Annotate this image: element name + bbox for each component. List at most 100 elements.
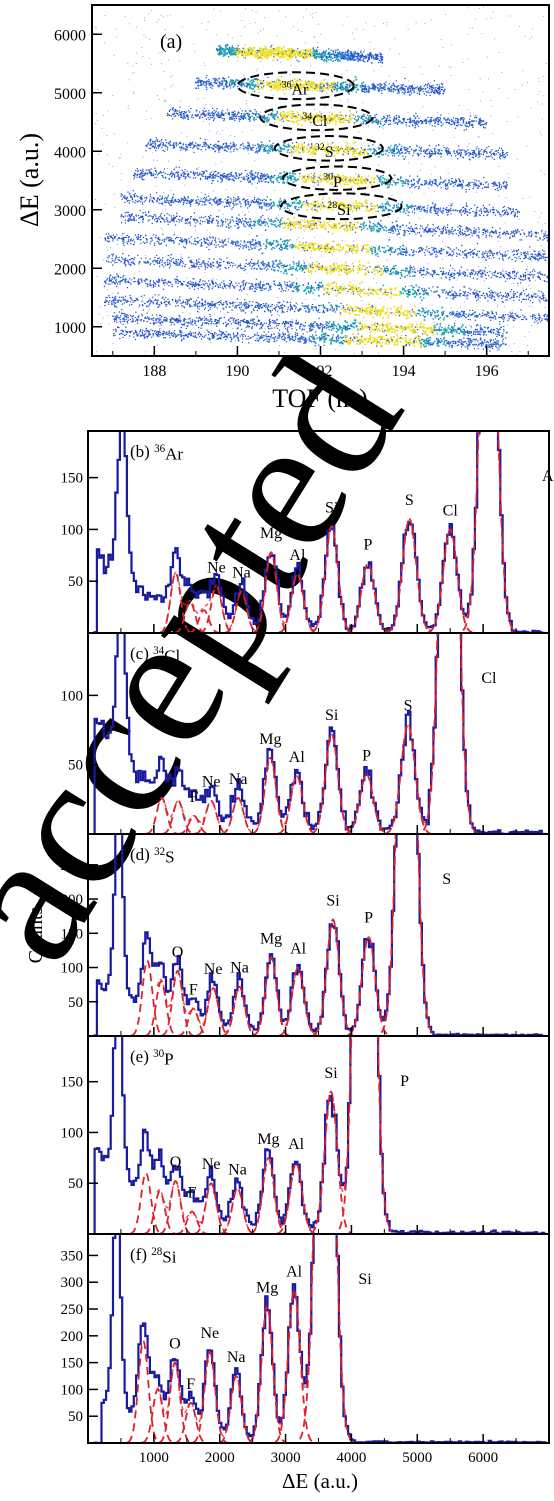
scatter-point: [352, 293, 355, 295]
scatter-point: [119, 281, 121, 283]
scatter-point: [414, 326, 417, 328]
scatter-point: [391, 328, 394, 330]
scatter-point: [149, 302, 152, 304]
scatter-point: [116, 306, 118, 308]
scatter-point: [257, 320, 260, 322]
scatter-point: [335, 309, 338, 311]
scatter-point: [397, 253, 399, 256]
scatter-point: [194, 336, 197, 338]
scatter-point: [331, 282, 334, 285]
scatter-point: [315, 308, 317, 310]
scatter-point: [256, 241, 258, 243]
scatter-point: [415, 293, 418, 296]
scatter-point: [383, 338, 386, 341]
scatter-point: [352, 269, 355, 272]
scatter-point: [207, 261, 209, 263]
scatter-point: [307, 285, 309, 288]
scatter-point: [533, 293, 535, 295]
scatter-point: [108, 301, 110, 304]
scatter-point: [104, 304, 106, 307]
scatter-point: [276, 311, 278, 313]
scatter-point: [514, 274, 516, 277]
scatter-point: [322, 327, 324, 329]
scatter-point: [180, 302, 182, 305]
scatter-point: [229, 285, 231, 287]
scatter-point: [253, 318, 255, 320]
scatter-point: [225, 331, 227, 333]
scatter-point: [224, 334, 227, 336]
scatter-point: [468, 338, 470, 340]
scatter-point: [497, 349, 499, 351]
scatter-point: [119, 316, 121, 319]
scatter-point: [367, 261, 370, 264]
scatter-point: [252, 308, 255, 310]
scatter-point: [161, 321, 163, 323]
scatter-point: [148, 305, 150, 307]
scatter-point: [186, 300, 189, 303]
scatter-point: [434, 247, 437, 250]
scatter-point: [427, 343, 430, 346]
scatter-point: [503, 315, 505, 317]
scatter-point: [496, 335, 498, 338]
scatter-point: [396, 326, 398, 328]
scatter-point: [543, 250, 545, 252]
scatter-point: [425, 292, 428, 294]
scatter-point: [485, 341, 488, 343]
scatter-point: [323, 326, 326, 328]
scatter-point: [331, 269, 333, 271]
scatter-point: [215, 241, 217, 244]
scatter-point: [539, 278, 541, 280]
scatter-point: [166, 282, 168, 285]
scatter-point: [347, 307, 349, 310]
scatter-point: [405, 267, 407, 269]
scatter-point: [413, 328, 416, 331]
scatter-point: [113, 312, 116, 314]
scatter-point: [207, 319, 209, 321]
scatter-point: [165, 303, 167, 306]
scatter-point: [257, 304, 259, 307]
scatter-point: [265, 287, 267, 289]
scatter-point: [315, 322, 318, 325]
scatter-point: [381, 346, 383, 348]
scatter-point: [359, 292, 362, 294]
scatter-point: [337, 335, 339, 338]
scatter-point: [251, 268, 253, 270]
scatter-point: [401, 337, 404, 340]
scatter-point: [169, 265, 172, 267]
scatter-point: [442, 310, 445, 313]
scatter-point: [129, 301, 131, 303]
scatter-point: [460, 330, 462, 333]
scatter-point: [439, 250, 441, 253]
scatter-point: [200, 324, 203, 327]
scatter-point: [286, 242, 289, 244]
scatter-point: [385, 293, 387, 296]
scatter-point: [391, 267, 394, 270]
scatter-point: [513, 317, 516, 320]
scatter-point: [266, 307, 269, 309]
scatter-point: [274, 327, 276, 329]
scatter-point: [173, 242, 175, 244]
scatter-point: [498, 328, 501, 331]
scatter-point: [361, 264, 364, 267]
scatter-point: [330, 325, 332, 328]
scatter-point: [236, 333, 239, 335]
scatter-point: [436, 255, 438, 257]
scatter-point: [431, 309, 434, 312]
scatter-point: [477, 340, 479, 342]
scatter-point: [112, 240, 114, 242]
scatter-point: [283, 311, 285, 313]
scatter-point: [411, 329, 414, 332]
scatter-point: [111, 260, 114, 262]
scatter-point: [283, 338, 285, 340]
scatter-point: [494, 342, 496, 344]
scatter-point: [225, 321, 227, 324]
scatter-point: [244, 284, 247, 287]
scatter-point: [205, 300, 207, 302]
scatter-point: [113, 333, 115, 335]
scatter-point: [322, 324, 324, 326]
scatter-point: [218, 262, 221, 264]
scatter-point: [482, 334, 484, 336]
scatter-point: [106, 279, 108, 281]
scatter-point: [122, 296, 125, 298]
scatter-point: [185, 303, 187, 305]
